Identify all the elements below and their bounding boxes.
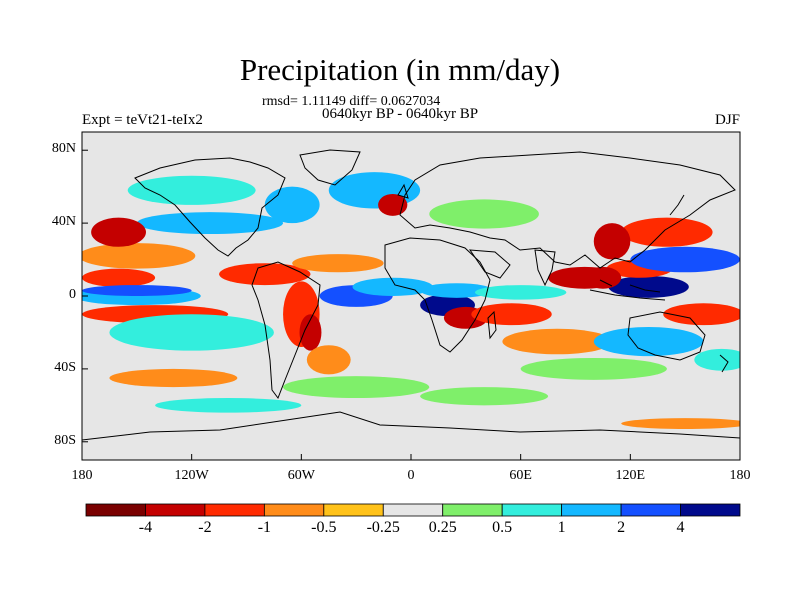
- page-title: Precipitation (in mm/day): [239, 52, 561, 87]
- colorbar-swatch: [620, 503, 681, 517]
- coast-north-america: [134, 157, 286, 257]
- anomaly-region: [292, 254, 384, 273]
- colorbar-swatch: [204, 503, 265, 517]
- anomaly-region: [352, 277, 433, 296]
- anomaly-region: [219, 263, 311, 286]
- lon-tick-label: 120E: [615, 468, 646, 483]
- coast-india: [534, 249, 556, 287]
- anomaly-region: [82, 268, 156, 287]
- lon-tick-label: 180: [71, 468, 93, 483]
- coast-greenland: [299, 149, 361, 186]
- colorbar-level-label: -0.25: [366, 519, 400, 536]
- anomaly-region: [82, 243, 196, 269]
- season-label: DJF: [714, 112, 740, 128]
- colorbar-level-label: -0.5: [311, 519, 337, 536]
- anomaly-region: [474, 285, 567, 300]
- anomaly-region: [420, 283, 494, 298]
- lon-tick-label: 60E: [509, 468, 532, 483]
- coastlines: [82, 149, 740, 441]
- anomaly-region: [429, 199, 539, 229]
- colorbar-level-label: 0.25: [428, 519, 457, 536]
- colorbar-swatch: [561, 503, 622, 517]
- anomaly-layer: [82, 172, 740, 430]
- anomaly-region: [264, 186, 320, 224]
- anomaly-region: [502, 328, 613, 355]
- anomaly-region: [91, 217, 146, 247]
- coast-new-zealand: [719, 354, 729, 373]
- anomaly-region: [155, 398, 302, 413]
- anomaly-region: [299, 314, 322, 351]
- coast-africa: [384, 237, 491, 353]
- rmsd-diff-stats: rmsd= 1.11149 diff= 0.0627034: [262, 94, 441, 109]
- lon-tick-label: 0: [407, 468, 415, 483]
- anomaly-region: [694, 348, 740, 371]
- lat-tick-label: 40N: [51, 214, 76, 230]
- colorbar-level-label: 0.5: [492, 519, 513, 536]
- anomaly-region: [593, 223, 631, 260]
- colorbar-swatch: [442, 503, 503, 517]
- colorbar-level-label: 2: [617, 519, 626, 536]
- experiment-label: Expt = teVt21-teIx2: [82, 112, 203, 128]
- anomaly-region: [420, 387, 549, 406]
- colorbar-level-label: -4: [138, 519, 153, 536]
- lon-tick-label: 180: [729, 468, 751, 483]
- lat-tick-label: 0: [69, 287, 76, 302]
- anomaly-region: [306, 345, 351, 375]
- colorbar-swatch: [382, 503, 444, 517]
- axis-ticks: [81, 149, 741, 460]
- coast-south-america: [251, 261, 321, 400]
- anomaly-region: [584, 266, 622, 289]
- colorbar-swatch: [323, 503, 384, 517]
- coast-antarctica: [82, 411, 740, 441]
- colorbar-swatch: [501, 503, 563, 517]
- colorbar-level-label: 4: [676, 519, 685, 536]
- lat-tick-label: 40S: [54, 359, 76, 375]
- colorbar-level-label: -1: [257, 519, 272, 536]
- colorbar-swatch: [145, 503, 206, 517]
- anomaly-region: [127, 175, 256, 205]
- anomaly-region: [82, 285, 192, 296]
- anomaly-region: [283, 376, 430, 399]
- anomaly-region: [109, 368, 238, 388]
- anomaly-region: [621, 217, 713, 247]
- colorbar: [85, 503, 741, 517]
- lat-tick-label: 80N: [51, 141, 76, 157]
- lon-tick-label: 60W: [287, 468, 315, 483]
- anomaly-region: [471, 303, 552, 326]
- anomaly-region: [630, 246, 740, 273]
- colorbar-level-label: 1: [557, 519, 566, 536]
- coast-madagascar: [487, 310, 497, 340]
- coast-eurasia: [399, 151, 736, 269]
- colorbar-swatch: [85, 503, 146, 517]
- colorbar-swatch: [680, 503, 741, 517]
- anomaly-region: [593, 326, 704, 357]
- coast-japan: [669, 194, 685, 216]
- coast-uk: [397, 183, 409, 199]
- anomaly-region: [663, 303, 740, 326]
- anomaly-region: [621, 418, 740, 430]
- period-label: 0640kyr BP - 0640kyr BP: [322, 106, 479, 122]
- colorbar-level-label: -2: [198, 519, 212, 536]
- colorbar-swatch: [263, 503, 325, 517]
- anomaly-region: [378, 193, 408, 216]
- anomaly-region: [136, 212, 284, 235]
- lon-tick-label: 120W: [174, 468, 209, 483]
- anomaly-region: [520, 357, 667, 380]
- coast-arabia: [468, 249, 511, 279]
- coast-australia: [627, 311, 706, 361]
- anomaly-region: [109, 314, 274, 351]
- anomaly-region: [608, 275, 689, 298]
- lat-tick-label: 80S: [54, 432, 76, 448]
- coast-indonesia: [589, 279, 666, 301]
